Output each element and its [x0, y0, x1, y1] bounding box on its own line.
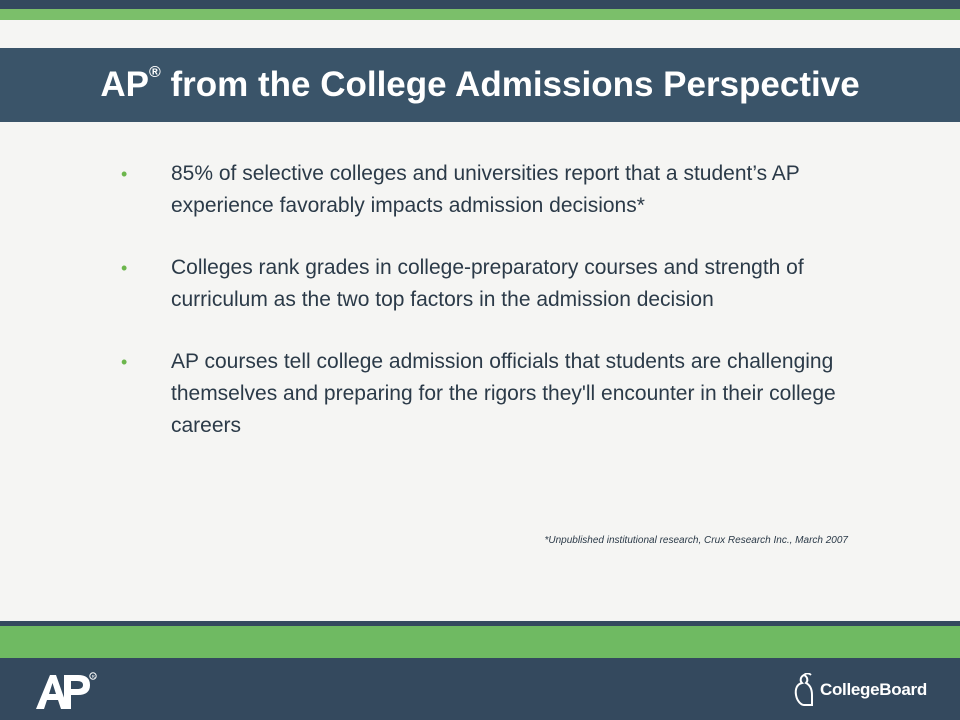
- bullet-text: AP courses tell college admission offici…: [171, 350, 836, 437]
- ap-logo-icon: R: [36, 672, 97, 709]
- bullet-item: • Colleges rank grades in college-prepar…: [118, 252, 858, 316]
- bullet-marker: •: [121, 258, 128, 278]
- registered-mark: ®: [148, 64, 161, 82]
- footnote: *Unpublished institutional research, Cru…: [544, 535, 849, 546]
- bullet-marker: •: [121, 164, 128, 184]
- ap-logo: R: [34, 671, 98, 711]
- bullet-item: • 85% of selective colleges and universi…: [118, 158, 858, 222]
- bullet-list: • 85% of selective colleges and universi…: [118, 158, 858, 472]
- acorn-icon: [794, 673, 813, 706]
- collegeboard-logo: CollegeBoard: [792, 670, 927, 710]
- collegeboard-text: CollegeBoard: [820, 680, 927, 699]
- title-rest: from the College Admissions Perspective: [160, 65, 860, 104]
- title-bar: AP® from the College Admissions Perspect…: [0, 48, 960, 122]
- bottom-dark-stripe: [0, 621, 960, 626]
- bullet-item: • AP courses tell college admission offi…: [118, 346, 858, 442]
- slide-title: AP® from the College Admissions Perspect…: [100, 64, 860, 105]
- top-dark-stripe: [0, 0, 960, 9]
- footer-bar: [0, 658, 960, 720]
- bullet-text: 85% of selective colleges and universiti…: [171, 162, 800, 217]
- bullet-text: Colleges rank grades in college-preparat…: [171, 256, 804, 311]
- bullet-marker: •: [121, 352, 128, 372]
- title-prefix: AP: [100, 65, 149, 104]
- svg-text:R: R: [92, 674, 96, 679]
- bottom-green-band: [0, 626, 960, 658]
- top-green-stripe: [0, 9, 960, 20]
